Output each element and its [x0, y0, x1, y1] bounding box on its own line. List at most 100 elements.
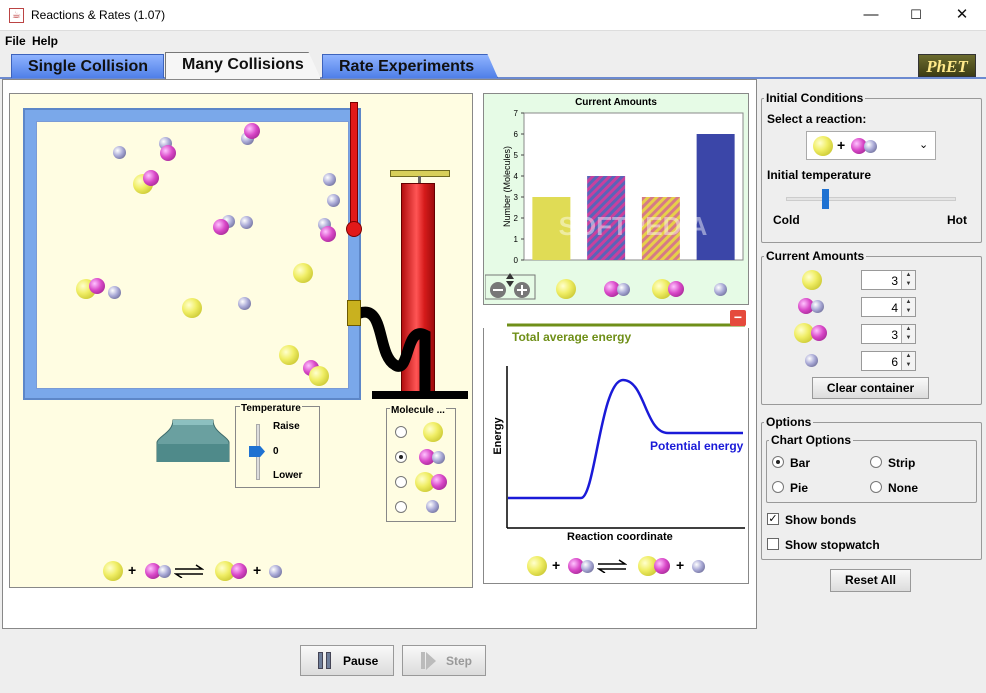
radio-molecule-bc[interactable] [395, 451, 407, 463]
menu-file[interactable]: File [5, 34, 26, 48]
molecule-b[interactable] [244, 123, 260, 139]
molecule-c[interactable] [238, 297, 251, 310]
clear-container-button[interactable]: Clear container [812, 377, 929, 399]
energy-close-button[interactable]: − [730, 310, 746, 326]
molecule-b[interactable] [89, 278, 105, 294]
tab-single-collision[interactable]: Single Collision [11, 54, 164, 78]
chart-title: Current Amounts [575, 97, 657, 108]
tab-many-collisions[interactable]: Many Collisions [165, 52, 321, 79]
y-tick-label: 6 [514, 130, 519, 139]
radio-molecule-a[interactable] [395, 426, 407, 438]
current-amounts-group [761, 256, 982, 405]
watermark: SOFTPEDIA [559, 211, 708, 241]
bar-bc [587, 176, 626, 260]
molecule-a-icon [794, 323, 814, 343]
chart-zoom-control[interactable] [485, 273, 537, 301]
spinner-arrows[interactable]: ▲ ▼ [901, 352, 915, 370]
molecule-a-icon [813, 136, 833, 156]
maximize-icon[interactable]: ☐ [910, 7, 922, 22]
amount-a-value: 3 [891, 274, 898, 288]
molecule-c[interactable] [113, 146, 126, 159]
options-group [761, 422, 982, 560]
amount-ab-spinner[interactable]: 3 ▲ ▼ [861, 324, 916, 344]
spin-down-icon[interactable]: ▼ [905, 362, 912, 368]
molecule-b-icon [145, 563, 161, 579]
molecule-a[interactable] [293, 263, 313, 283]
molecule-a-icon [556, 279, 576, 299]
step-button[interactable]: Step [402, 645, 486, 676]
pause-label: Pause [343, 654, 379, 668]
menu-help[interactable]: Help [32, 34, 59, 48]
bar-ab [641, 197, 680, 260]
radio-bar-label: Bar [790, 456, 811, 470]
heat-slider-thumb[interactable] [249, 446, 265, 457]
spin-up-icon[interactable]: ▲ [905, 353, 912, 359]
amount-a-spinner[interactable]: 3 ▲ ▼ [861, 270, 916, 290]
molecule-c-icon [426, 500, 439, 513]
show-stopwatch-label: Show stopwatch [785, 538, 880, 552]
radio-none[interactable] [870, 481, 882, 493]
initial-temperature-slider[interactable] [786, 197, 956, 201]
radio-bar[interactable] [772, 456, 784, 468]
radio-molecule-ab[interactable] [395, 476, 407, 488]
molecule-b[interactable] [320, 226, 336, 242]
amount-c-value: 6 [891, 355, 898, 369]
molecule-c[interactable] [108, 286, 121, 299]
spin-down-icon[interactable]: ▼ [905, 308, 912, 314]
minimize-icon[interactable]: — [863, 6, 879, 23]
initial-temperature-label: Initial temperature [767, 168, 872, 182]
reaction-coordinate-label: Reaction coordinate [567, 531, 673, 543]
molecule-b[interactable] [143, 170, 159, 186]
energy-diagram-plot [483, 308, 749, 529]
molecule-a-icon [638, 556, 658, 576]
radio-molecule-c[interactable] [395, 501, 407, 513]
pump-nozzle [347, 300, 361, 326]
molecule-c[interactable] [323, 173, 336, 186]
tab-rate-experiments[interactable]: Rate Experiments [322, 54, 498, 78]
molecule-a[interactable] [279, 345, 299, 365]
reaction-select[interactable]: + ⌄ [806, 131, 936, 160]
initial-temperature-thumb[interactable] [822, 189, 829, 209]
molecule-b-icon [231, 563, 247, 579]
total-energy-label: Total average energy [512, 330, 632, 344]
reset-all-button[interactable]: Reset All [830, 569, 911, 592]
plus-sign: + [676, 557, 685, 573]
container-box [36, 121, 349, 389]
spin-up-icon[interactable]: ▲ [905, 299, 912, 305]
radio-pie-label: Pie [790, 481, 809, 495]
spin-down-icon[interactable]: ▼ [905, 335, 912, 341]
spinner-arrows[interactable]: ▲ ▼ [901, 298, 915, 316]
molecule-a-icon [215, 561, 235, 581]
chart-options-group [766, 440, 977, 503]
molecule-c-icon [805, 354, 818, 367]
molecule-a[interactable] [182, 298, 202, 318]
molecule-a[interactable] [309, 366, 329, 386]
menu-bar [0, 31, 986, 51]
amount-bc-spinner[interactable]: 4 ▲ ▼ [861, 297, 916, 317]
close-icon[interactable]: ✕ [955, 6, 969, 23]
y-tick-label: 5 [514, 151, 519, 160]
spin-up-icon[interactable]: ▲ [905, 326, 912, 332]
radio-none-label: None [888, 481, 918, 495]
show-bonds-label: Show bonds [785, 513, 857, 527]
radio-strip[interactable] [870, 456, 882, 468]
plus-sign: + [552, 557, 561, 573]
potential-energy-label: Potential energy [650, 439, 744, 453]
molecule-c[interactable] [240, 216, 253, 229]
molecule-b[interactable] [160, 145, 176, 161]
pause-button[interactable]: Pause [300, 645, 394, 676]
molecule-c[interactable] [327, 194, 340, 207]
lower-label: Lower [273, 470, 303, 481]
molecule-b[interactable] [213, 219, 229, 235]
temperature-control-title: Temperature [240, 403, 302, 414]
show-bonds-checkbox[interactable]: ✓ [767, 513, 779, 525]
amount-c-spinner[interactable]: 6 ▲ ▼ [861, 351, 916, 371]
radio-pie[interactable] [772, 481, 784, 493]
spin-up-icon[interactable]: ▲ [905, 272, 912, 278]
show-stopwatch-checkbox[interactable] [767, 538, 779, 550]
spinner-arrows[interactable]: ▲ ▼ [901, 271, 915, 289]
spinner-arrows[interactable]: ▲ ▼ [901, 325, 915, 343]
phet-logo[interactable]: PhET [918, 54, 976, 77]
spin-down-icon[interactable]: ▼ [905, 281, 912, 287]
raise-label: Raise [273, 421, 300, 432]
